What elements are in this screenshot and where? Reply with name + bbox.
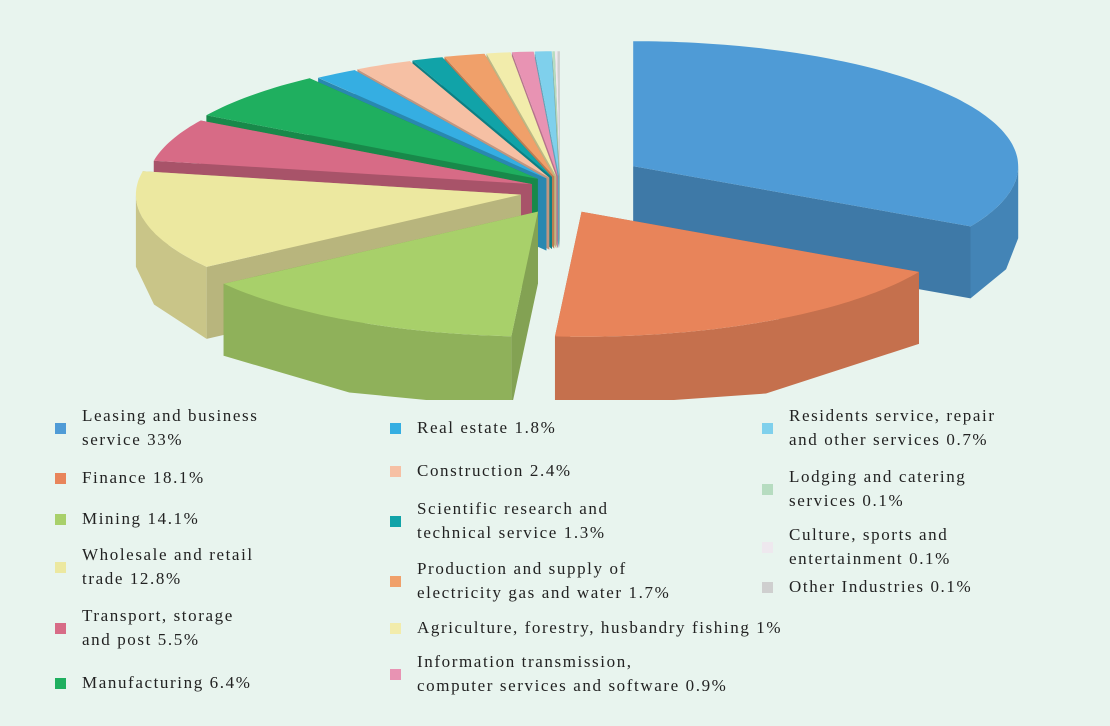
legend-item: Wholesale and retail trade 12.8%	[55, 543, 254, 591]
legend-label: Scientific research and technical servic…	[417, 499, 609, 542]
slice	[534, 51, 559, 177]
legend-swatch	[390, 465, 401, 477]
legend-label: Transport, storage and post 5.5%	[82, 606, 234, 649]
legend-item: Other Industries 0.1%	[762, 575, 972, 599]
slice	[552, 51, 560, 177]
legend-label: Finance 18.1%	[82, 468, 205, 487]
legend-swatch	[55, 422, 66, 434]
slice	[486, 52, 557, 177]
legend-item: Culture, sports and entertainment 0.1%	[762, 523, 951, 571]
slice	[555, 211, 919, 337]
legend-swatch	[762, 422, 773, 434]
legend-item: Lodging and catering services 0.1%	[762, 465, 966, 513]
legend-label: Culture, sports and entertainment 0.1%	[789, 525, 951, 568]
legend-item: Residents service, repair and other serv…	[762, 404, 996, 452]
legend-label: Information transmission, computer servi…	[417, 652, 728, 695]
legend-swatch	[390, 515, 401, 527]
slice-wall	[555, 271, 919, 400]
legend-swatch	[390, 422, 401, 434]
legend-label: Production and supply of electricity gas…	[417, 559, 671, 602]
legend-item: Agriculture, forestry, husbandry fishing…	[390, 616, 782, 640]
legend-label: Construction 2.4%	[417, 461, 572, 480]
slice	[554, 51, 560, 177]
legend-item: Mining 14.1%	[55, 507, 199, 531]
legend-item: Finance 18.1%	[55, 466, 205, 490]
legend-item: Leasing and business service 33%	[55, 404, 258, 452]
legend-item: Scientific research and technical servic…	[390, 497, 609, 545]
slice-wall	[970, 166, 1019, 299]
legend-item: Manufacturing 6.4%	[55, 671, 251, 695]
legend-swatch	[390, 668, 401, 680]
slice-side	[633, 166, 1019, 299]
slice	[357, 61, 550, 178]
legend-item: Construction 2.4%	[390, 459, 572, 483]
legend-swatch	[55, 677, 66, 689]
legend-item: Information transmission, computer servi…	[390, 650, 727, 698]
legend-label: Agriculture, forestry, husbandry fishing…	[417, 618, 783, 637]
slice	[633, 41, 1019, 227]
slice-wall	[223, 283, 512, 400]
slice	[444, 53, 555, 177]
legend-label: Residents service, repair and other serv…	[789, 406, 996, 449]
slice	[318, 70, 547, 179]
legend-swatch	[762, 541, 773, 553]
slice	[206, 78, 538, 179]
legend-swatch	[762, 483, 773, 495]
legend-label: Real estate 1.8%	[417, 418, 557, 437]
legend-swatch	[762, 581, 773, 593]
legend-label: Manufacturing 6.4%	[82, 673, 252, 692]
legend-swatch	[55, 622, 66, 634]
slice-cut	[633, 166, 971, 299]
legend-swatch	[390, 575, 401, 587]
legend-label: Other Industries 0.1%	[789, 577, 973, 596]
legend-item: Production and supply of electricity gas…	[390, 557, 670, 605]
slice	[557, 51, 560, 177]
slice	[153, 120, 532, 185]
slice	[412, 57, 552, 177]
legend-item: Real estate 1.8%	[390, 416, 556, 440]
legend-label: Wholesale and retail trade 12.8%	[82, 545, 254, 588]
legend-swatch	[55, 561, 66, 573]
pie-area	[135, 41, 1019, 400]
slice	[223, 211, 538, 337]
slice	[511, 51, 558, 177]
legend-label: Lodging and catering services 0.1%	[789, 467, 967, 510]
legend-item: Transport, storage and post 5.5%	[55, 604, 234, 652]
legend-label: Leasing and business service 33%	[82, 406, 259, 449]
slice-wall	[135, 194, 207, 339]
legend-swatch	[55, 472, 66, 484]
pie-tops	[135, 41, 1019, 337]
slice	[135, 171, 521, 267]
legend-label: Mining 14.1%	[82, 509, 200, 528]
legend-swatch	[55, 513, 66, 525]
legend-swatch	[390, 622, 401, 634]
